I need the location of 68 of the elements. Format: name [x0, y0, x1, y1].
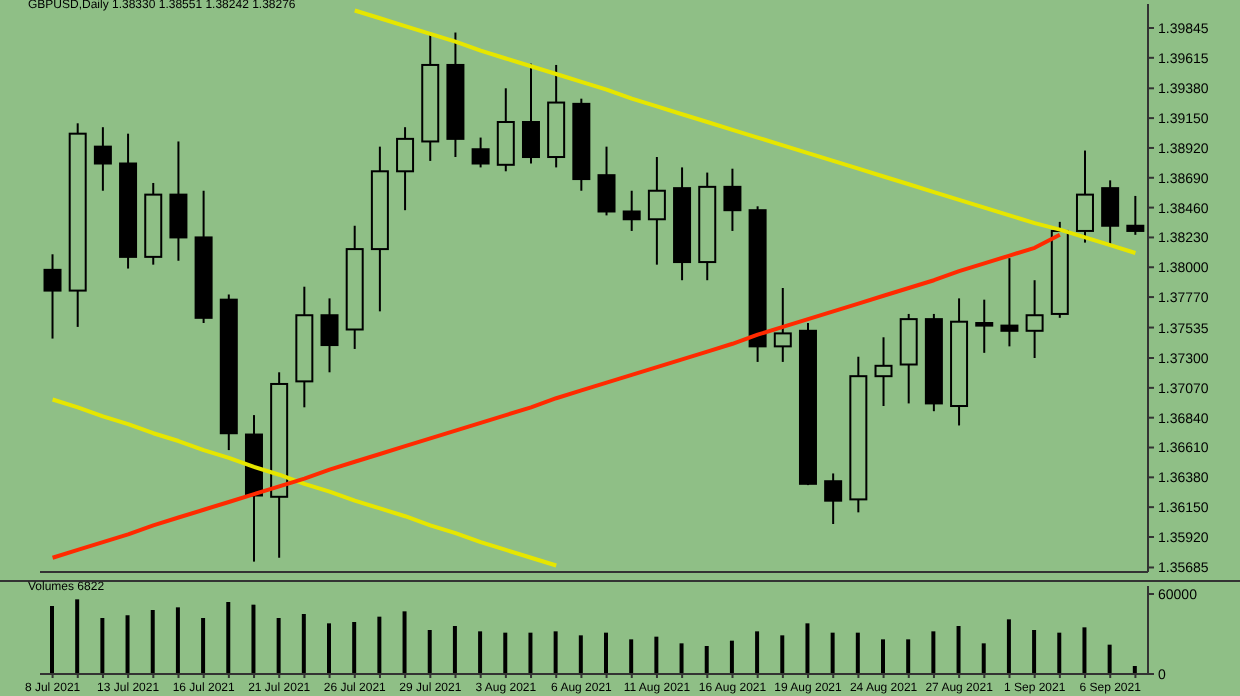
bar: [327, 623, 331, 674]
bar: [125, 615, 130, 674]
candlestick: [647, 156, 666, 266]
candlestick: [43, 253, 62, 340]
line-series: [50, 397, 559, 568]
candlestick: [824, 472, 843, 526]
bar: [679, 643, 684, 674]
bar: [478, 631, 483, 674]
bar: [780, 635, 785, 674]
candlestick: [320, 297, 339, 374]
bar: [1107, 644, 1112, 674]
bar: [301, 614, 306, 674]
line-series: [352, 8, 1138, 255]
line-series: [50, 232, 1062, 560]
candlestick: [521, 62, 540, 165]
candlestick: [496, 87, 515, 173]
bar: [553, 631, 558, 674]
candlestick: [773, 287, 792, 363]
bar: [201, 618, 206, 674]
bar: [1057, 632, 1062, 674]
bar: [251, 604, 256, 674]
candlestick: [874, 336, 893, 408]
bar: [629, 639, 634, 674]
bar: [175, 607, 180, 674]
bar: [755, 631, 760, 674]
bar: [50, 606, 54, 674]
bar: [75, 599, 80, 674]
bar: [427, 630, 432, 674]
bar: [805, 623, 810, 674]
candlestick: [169, 140, 188, 262]
bar: [452, 626, 457, 674]
candlestick: [1126, 194, 1145, 236]
bar: [1082, 627, 1087, 674]
bar: [830, 632, 835, 674]
bar: [528, 632, 533, 674]
candlestick: [1025, 279, 1044, 360]
candlestick: [1075, 149, 1094, 244]
bar: [654, 636, 659, 674]
bar: [956, 626, 961, 674]
bar: [226, 602, 231, 674]
candlestick: [975, 298, 994, 354]
bar: [981, 643, 986, 674]
bar: [150, 610, 155, 674]
bar: [704, 646, 709, 674]
bar: [729, 640, 734, 674]
candlestick: [1000, 257, 1019, 348]
bar: [352, 622, 357, 674]
bar: [402, 611, 407, 674]
bar: [931, 631, 936, 674]
bar: [604, 632, 608, 674]
bar: [377, 616, 382, 674]
candlestick: [622, 189, 641, 232]
candlestick: [899, 312, 918, 405]
bar: [1032, 630, 1037, 674]
candlestick: [1101, 179, 1120, 247]
bar: [881, 639, 885, 674]
candlestick: [396, 126, 415, 212]
bar: [855, 632, 860, 674]
candlestick: [471, 136, 490, 169]
candlestick: [93, 126, 112, 192]
bar: [503, 632, 508, 674]
bar: [578, 635, 583, 674]
bar: [906, 639, 911, 674]
bar: [276, 618, 281, 674]
bar: [100, 618, 105, 674]
candlestick: [597, 145, 616, 217]
candlestick: [723, 167, 742, 232]
bar: [1006, 619, 1011, 674]
